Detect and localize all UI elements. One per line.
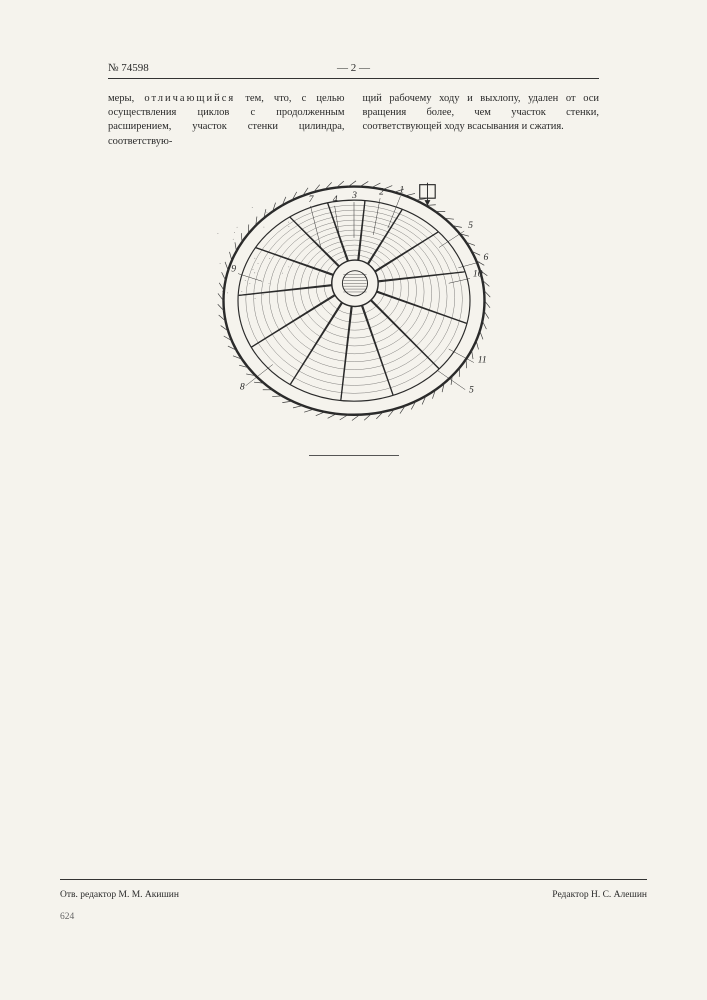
svg-text:8: 8 — [239, 382, 244, 393]
figure-rule — [309, 455, 399, 456]
footer-page-number: 624 — [60, 912, 74, 922]
svg-text:3: 3 — [351, 190, 357, 201]
footer-rule — [60, 879, 647, 880]
svg-text:9: 9 — [231, 264, 236, 275]
footer-left: Отв. редактор М. М. Акишин — [60, 890, 179, 900]
svg-text:1: 1 — [399, 184, 404, 195]
svg-text:10: 10 — [472, 269, 482, 280]
page-indicator: — 2 — — [337, 62, 370, 74]
header-rule — [108, 78, 599, 79]
svg-text:6: 6 — [483, 252, 488, 263]
engine-diagram: 1 2 3 4 5 6 7 8 9 10 11 5 — [209, 175, 499, 441]
svg-text:11: 11 — [477, 355, 486, 366]
body-text: меры, отличающийся тем, что, с целью осу… — [108, 92, 599, 149]
svg-text:4: 4 — [332, 194, 337, 205]
figure: 1 2 3 4 5 6 7 8 9 10 11 5 — [209, 175, 499, 456]
svg-text:2: 2 — [379, 186, 384, 197]
left-column: меры, отличающийся тем, что, с целью осу… — [108, 92, 345, 149]
svg-text:5: 5 — [469, 385, 474, 396]
svg-text:5: 5 — [468, 220, 473, 231]
doc-number: № 74598 — [108, 62, 149, 74]
right-column: щий рабочему ходу и выхлопу, удален от о… — [363, 92, 600, 149]
footer-credits: Отв. редактор М. М. Акишин Редактор Н. С… — [60, 890, 647, 900]
footer-right: Редактор Н. С. Алешин — [552, 890, 647, 900]
svg-text:7: 7 — [308, 194, 314, 205]
